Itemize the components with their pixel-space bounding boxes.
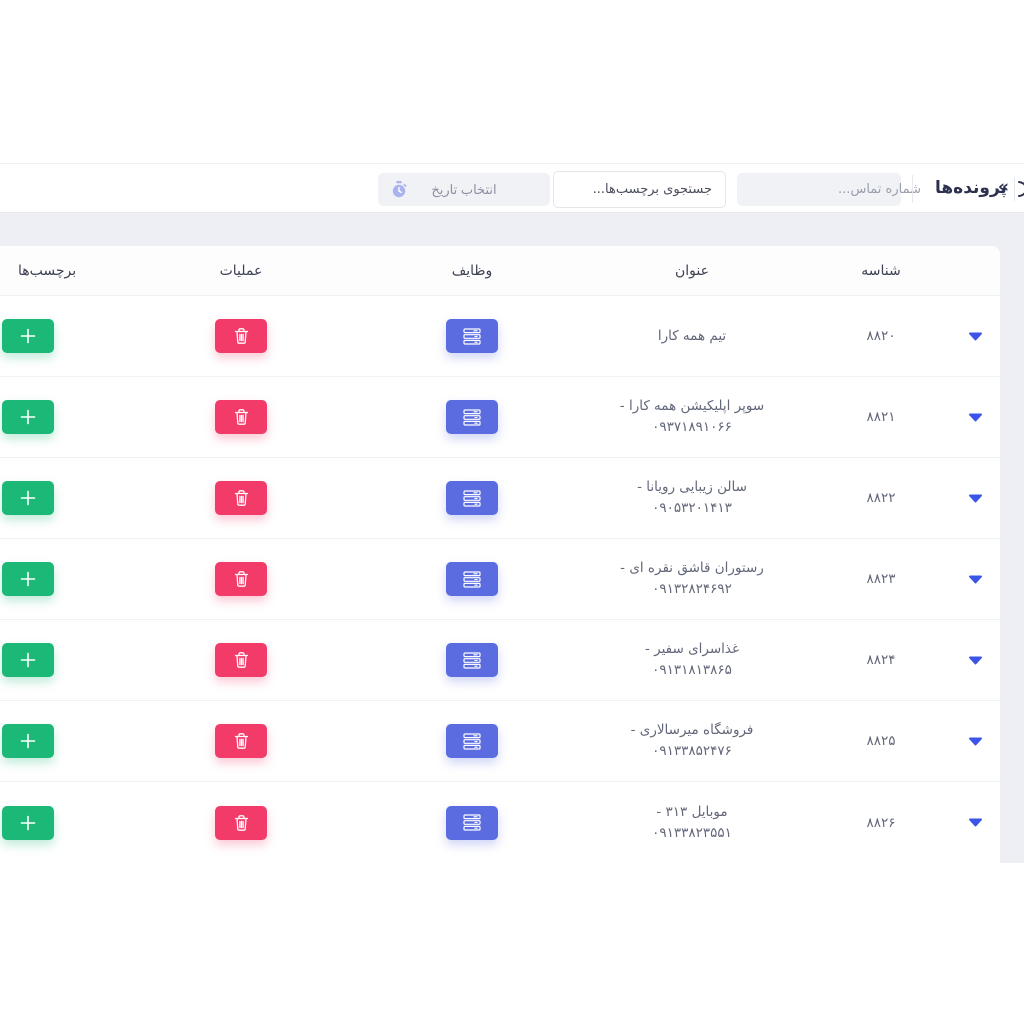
caret-down-icon <box>968 818 982 827</box>
record-title: موبایل ۳۱۳ - ۰۹۱۳۳۸۲۳۵۵۱ <box>652 803 732 841</box>
delete-record-button[interactable] <box>215 643 267 677</box>
trash-icon <box>234 328 248 344</box>
add-tag-button[interactable] <box>2 319 54 353</box>
page-title: پرونده‌ها <box>935 178 1007 198</box>
caret-down-icon <box>968 656 982 664</box>
record-id: ۸۸۲۰ <box>866 328 896 344</box>
col-header-title: عنوان <box>675 262 709 279</box>
plus-icon <box>20 652 36 668</box>
add-tag-button[interactable] <box>2 805 54 840</box>
list-icon <box>463 408 481 426</box>
delete-record-button[interactable] <box>215 562 267 596</box>
record-id: ۸۸۲۳ <box>866 571 896 587</box>
caret-down-icon <box>968 575 982 583</box>
records-table-card: برچسب‌ها عملیات وظایف عنوان شناسه <box>0 246 1000 863</box>
tags-search-input[interactable] <box>553 171 726 208</box>
caret-down-icon <box>968 737 982 745</box>
list-icon <box>463 327 481 345</box>
delete-record-button[interactable] <box>215 400 267 434</box>
plus-icon <box>20 328 36 344</box>
trash-icon <box>234 571 248 587</box>
breadcrumb-divider <box>1014 177 1015 201</box>
tasks-button[interactable] <box>446 400 498 434</box>
record-title: رستوران قاشق نقره ای - ۰۹۱۳۲۸۲۴۶۹۲ <box>620 560 764 597</box>
delete-record-button[interactable] <box>215 805 267 840</box>
add-tag-button[interactable] <box>2 562 54 596</box>
expand-row-caret[interactable] <box>950 332 1000 341</box>
caret-down-icon <box>968 332 982 340</box>
expand-row-caret[interactable] <box>950 413 1000 422</box>
record-title: تیم همه کارا <box>657 327 727 344</box>
list-icon <box>463 570 481 588</box>
list-icon <box>463 814 481 831</box>
table-body: تیم همه کارا ۸۸۲۰ <box>0 296 1000 863</box>
expand-row-caret[interactable] <box>950 494 1000 503</box>
plus-icon <box>20 815 36 830</box>
record-title: سالن زیبایی رویانا - ۰۹۰۵۳۲۰۱۴۱۳ <box>637 479 747 516</box>
delete-record-button[interactable] <box>215 319 267 353</box>
tasks-button[interactable] <box>446 481 498 515</box>
date-picker-label: انتخاب تاریخ <box>431 181 497 197</box>
list-icon <box>463 651 481 669</box>
tasks-button[interactable] <box>446 643 498 677</box>
add-tag-button[interactable] <box>2 724 54 758</box>
record-title: سوپر اپلیکیشن همه کارا - ۰۹۳۷۱۸۹۱۰۶۶ <box>619 398 765 435</box>
trash-icon <box>234 733 248 749</box>
expand-row-caret[interactable] <box>950 737 1000 746</box>
phone-search-field[interactable] <box>737 173 933 206</box>
content-area: برچسب‌ها عملیات وظایف عنوان شناسه <box>0 213 1024 863</box>
col-header-operations: عملیات <box>219 262 263 279</box>
date-picker-button[interactable]: انتخاب تاریخ <box>378 173 550 206</box>
plus-icon <box>20 733 36 749</box>
delete-record-button[interactable] <box>215 724 267 758</box>
clipped-breadcrumb-fragment <box>1017 177 1024 201</box>
record-id: ۸۸۲۲ <box>866 490 896 506</box>
record-id: ۸۸۲۵ <box>866 733 896 749</box>
record-title: غذاسرای سفیر - ۰۹۱۳۱۸۱۳۸۶۵ <box>644 641 740 678</box>
table-row: تیم همه کارا ۸۸۲۰ <box>0 296 1000 377</box>
caret-down-icon <box>968 494 982 502</box>
add-tag-button[interactable] <box>2 400 54 434</box>
table-row: سوپر اپلیکیشن همه کارا - ۰۹۳۷۱۸۹۱۰۶۶ ۸۸۲… <box>0 377 1000 458</box>
col-header-tasks: وظایف <box>451 262 493 279</box>
add-tag-button[interactable] <box>2 481 54 515</box>
table-row: رستوران قاشق نقره ای - ۰۹۱۳۲۸۲۴۶۹۲ ۸۸۲۳ <box>0 539 1000 620</box>
record-id: ۸۸۲۴ <box>866 652 896 668</box>
add-tag-button[interactable] <box>2 643 54 677</box>
trash-icon <box>234 490 248 506</box>
plus-icon <box>20 409 36 425</box>
expand-row-caret[interactable] <box>950 656 1000 665</box>
tasks-button[interactable] <box>446 319 498 353</box>
expand-row-caret[interactable] <box>950 575 1000 584</box>
breadcrumb-chevrons-icon: « <box>998 177 1009 197</box>
tasks-button[interactable] <box>446 724 498 758</box>
trash-icon <box>234 409 248 425</box>
caret-down-icon <box>968 413 982 421</box>
col-header-id: شناسه <box>861 262 901 279</box>
record-title: فروشگاه میرسالاری - ۰۹۱۳۳۸۵۲۴۷۶ <box>630 722 754 759</box>
stopwatch-icon <box>392 181 407 198</box>
trash-icon <box>234 814 248 831</box>
list-icon <box>463 732 481 750</box>
table-row: غذاسرای سفیر - ۰۹۱۳۱۸۱۳۸۶۵ ۸۸۲۴ <box>0 620 1000 701</box>
record-id: ۸۸۲۶ <box>866 814 896 831</box>
table-header-row: برچسب‌ها عملیات وظایف عنوان شناسه <box>0 246 1000 296</box>
trash-icon <box>234 652 248 668</box>
tasks-button[interactable] <box>446 562 498 596</box>
table-row: سالن زیبایی رویانا - ۰۹۰۵۳۲۰۱۴۱۳ ۸۸۲۲ <box>0 458 1000 539</box>
expand-row-caret[interactable] <box>950 818 1000 827</box>
toolbar: انتخاب تاریخ پرونده‌ها « <box>0 163 1024 213</box>
plus-icon <box>20 571 36 587</box>
toolbar-divider <box>912 175 913 203</box>
tasks-button[interactable] <box>446 805 498 840</box>
table-row: فروشگاه میرسالاری - ۰۹۱۳۳۸۵۲۴۷۶ ۸۸۲۵ <box>0 701 1000 782</box>
plus-icon <box>20 490 36 506</box>
record-id: ۸۸۲۱ <box>866 409 896 425</box>
list-icon <box>463 489 481 507</box>
phone-search-input[interactable] <box>747 182 933 197</box>
delete-record-button[interactable] <box>215 481 267 515</box>
table-row: موبایل ۳۱۳ - ۰۹۱۳۳۸۲۳۵۵۱ ۸۸۲۶ <box>0 782 1000 863</box>
col-header-tags: برچسب‌ها <box>18 262 77 279</box>
